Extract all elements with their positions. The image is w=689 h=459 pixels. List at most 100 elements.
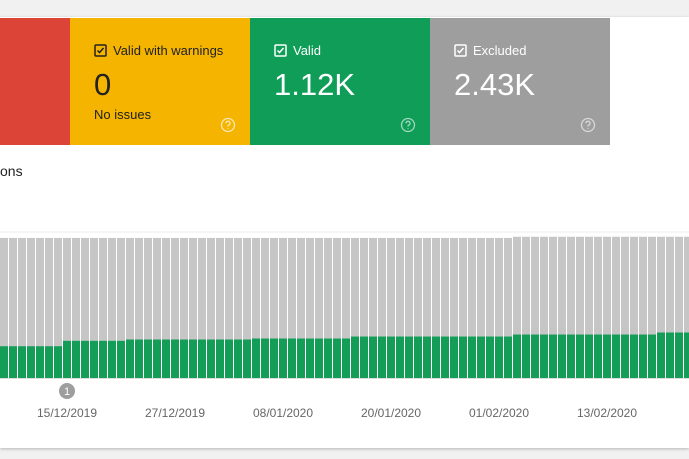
bar-segment <box>207 339 215 378</box>
bar-segment <box>369 336 377 378</box>
checkbox[interactable] <box>94 44 107 57</box>
bar-segment <box>0 346 8 378</box>
bar-segment <box>513 334 521 378</box>
card-value: 0 <box>94 67 112 102</box>
bar-segment <box>432 237 440 337</box>
bar-segment <box>81 237 89 341</box>
bar-segment <box>270 237 278 339</box>
bar-segment <box>657 332 665 378</box>
bar-segment <box>387 336 395 378</box>
bar-segment <box>531 236 539 335</box>
bar-segment <box>162 339 170 378</box>
valid-card[interactable]: Valid 1.12K <box>250 18 430 145</box>
bar-segment <box>576 334 584 378</box>
checkbox[interactable] <box>454 44 467 57</box>
bar-segment <box>333 338 341 378</box>
checkbox[interactable] <box>274 44 287 57</box>
bar-segment <box>315 237 323 339</box>
bar-segment <box>153 339 161 378</box>
bar-segment <box>477 237 485 337</box>
bar-segment <box>288 338 296 378</box>
bar-segment <box>387 237 395 337</box>
bar-segment <box>243 237 251 340</box>
bar-segment <box>297 237 305 339</box>
bar-segment <box>396 237 404 337</box>
bar-segment <box>189 339 197 378</box>
bar-segment <box>576 236 584 335</box>
card-value: 1.12K <box>274 67 356 102</box>
bar-segment <box>135 339 143 378</box>
bar-segment <box>486 336 494 378</box>
bar-segment <box>450 237 458 337</box>
bar-segment <box>684 236 689 333</box>
bar-segment <box>234 339 242 378</box>
bar-segment <box>549 334 557 378</box>
bar-segment <box>549 236 557 335</box>
bar-segment <box>36 346 44 378</box>
bar-segment <box>675 236 683 333</box>
bar-segment <box>666 236 674 333</box>
warnings-card[interactable]: Valid with warnings 0 No issues <box>70 18 250 145</box>
help-icon[interactable] <box>580 117 596 133</box>
bar-segment <box>504 336 512 378</box>
bar-segment <box>585 236 593 335</box>
bar-segment <box>54 346 62 378</box>
bar-segment <box>63 340 71 378</box>
card-note: No issues <box>94 107 152 122</box>
bar-segment <box>288 237 296 339</box>
bar-segment <box>108 237 116 341</box>
bar-segment <box>324 237 332 339</box>
bar-segment <box>261 338 269 378</box>
help-icon[interactable] <box>400 117 416 133</box>
bar-segment <box>144 237 152 340</box>
bar-segment <box>216 237 224 340</box>
bar-segment <box>180 339 188 378</box>
bar-segment <box>459 336 467 378</box>
bar-segment <box>54 237 62 347</box>
bar-segment <box>126 237 134 340</box>
bar-segment <box>351 336 359 378</box>
bar-segment <box>468 336 476 378</box>
bar-segment <box>36 237 44 347</box>
bar-segment <box>639 334 647 378</box>
tab-label[interactable]: ons <box>0 163 23 179</box>
bar-segment <box>594 334 602 378</box>
bar-segment <box>315 338 323 378</box>
bar-segment <box>378 237 386 337</box>
bar-segment <box>171 237 179 340</box>
bar-segment <box>585 334 593 378</box>
bar-segment <box>18 237 26 347</box>
bar-segment <box>306 338 314 378</box>
bar-segment <box>243 339 251 378</box>
bar-segment <box>378 336 386 378</box>
bar-segment <box>423 336 431 378</box>
bar-segment <box>522 334 530 378</box>
card-label-row: Valid <box>274 43 321 58</box>
bar-segment <box>495 336 503 378</box>
x-tick-label: 15/12/2019 <box>37 406 97 420</box>
bar-segment <box>198 339 206 378</box>
bar-segment <box>567 334 575 378</box>
bar-segment <box>225 237 233 340</box>
bar-segment <box>216 339 224 378</box>
bar-segment <box>513 236 521 335</box>
card-label-row: Valid with warnings <box>94 43 223 58</box>
error-card[interactable] <box>0 18 70 145</box>
bar-segment <box>621 236 629 335</box>
bar-segment <box>171 339 179 378</box>
bar-segment <box>342 338 350 378</box>
bar-segment <box>27 237 35 347</box>
bar-segment <box>279 237 287 339</box>
x-tick-label: 01/02/2020 <box>469 406 529 420</box>
bar-segment <box>117 237 125 341</box>
bar-segment <box>72 340 80 378</box>
bar-segment <box>225 339 233 378</box>
excluded-card[interactable]: Excluded 2.43K <box>430 18 610 145</box>
bar-segment <box>45 346 53 378</box>
bar-segment <box>657 236 665 333</box>
bar-segment <box>675 332 683 378</box>
help-icon[interactable] <box>220 117 236 133</box>
bar-segment <box>594 236 602 335</box>
bar-segment <box>666 332 674 378</box>
bar-segment <box>351 237 359 337</box>
